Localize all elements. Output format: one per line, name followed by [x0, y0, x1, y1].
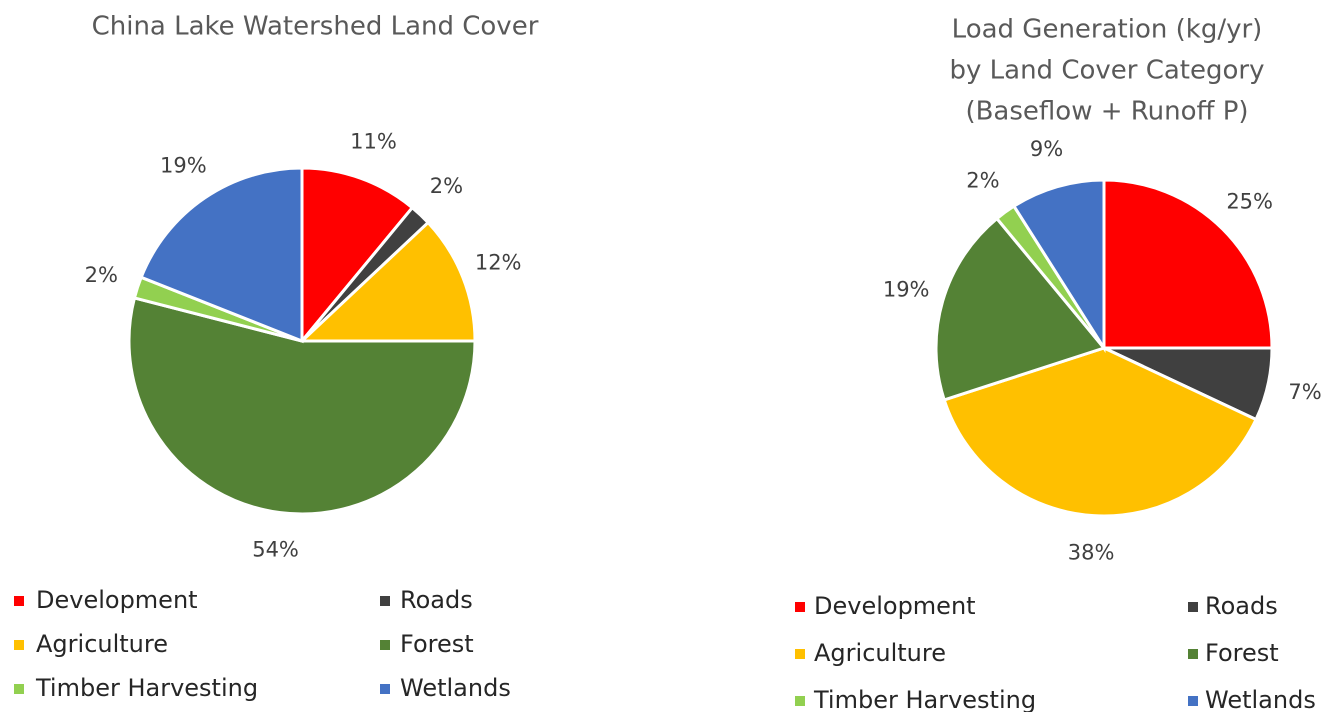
- pie-slice: [1102, 178, 1274, 350]
- legend-label: Development: [814, 592, 976, 620]
- chart-title: (Baseflow + Runoff P): [965, 97, 1248, 127]
- slice-label: 38%: [1068, 541, 1115, 565]
- pie-slice: [300, 166, 415, 346]
- legend-marker: [795, 602, 805, 612]
- slice-label: 12%: [475, 250, 522, 274]
- pie-slice: [1011, 178, 1106, 354]
- legend-marker: [14, 684, 24, 694]
- chart-title: China Lake Watershed Land Cover: [92, 12, 539, 42]
- legend-marker: [795, 649, 805, 659]
- legend-label: Forest: [1205, 639, 1279, 667]
- legend-label: Roads: [1205, 592, 1278, 620]
- chart-title: by Land Cover Category: [950, 56, 1265, 86]
- slice-label: 19%: [160, 153, 207, 177]
- legend-marker: [14, 640, 24, 650]
- slice-label: 2%: [966, 168, 999, 192]
- slice-label: 19%: [883, 278, 930, 302]
- legend-marker: [1188, 602, 1198, 612]
- legend-label: Development: [36, 586, 198, 614]
- legend-marker: [1188, 696, 1198, 706]
- legend-marker: [1188, 649, 1198, 659]
- slice-label: 9%: [1030, 137, 1063, 161]
- slice-label: 11%: [350, 129, 397, 153]
- chart-title: Load Generation (kg/yr): [952, 15, 1263, 45]
- legend-marker: [14, 596, 24, 606]
- legend-marker: [380, 596, 390, 606]
- legend-label: Forest: [400, 630, 474, 658]
- legend-marker: [795, 696, 805, 706]
- legend-marker: [380, 640, 390, 650]
- legend-marker: [380, 684, 390, 694]
- legend-label: Wetlands: [400, 674, 511, 702]
- pie-slice: [298, 220, 477, 343]
- pie-slice: [934, 216, 1107, 402]
- slice-label: 2%: [430, 174, 463, 198]
- legend-label: Agriculture: [36, 630, 168, 658]
- pie-slice: [127, 296, 477, 516]
- legend-label: Timber Harvesting: [813, 686, 1036, 712]
- slice-label: 54%: [252, 537, 299, 561]
- legend-label: Agriculture: [814, 639, 946, 667]
- slice-label: 25%: [1226, 189, 1273, 213]
- legend-label: Wetlands: [1205, 686, 1316, 712]
- slice-label: 2%: [85, 263, 118, 287]
- pie-slice: [942, 346, 1259, 518]
- legend-label: Roads: [400, 586, 473, 614]
- pie-slice: [139, 166, 304, 344]
- slice-label: 7%: [1288, 380, 1321, 404]
- legend-label: Timber Harvesting: [35, 674, 258, 702]
